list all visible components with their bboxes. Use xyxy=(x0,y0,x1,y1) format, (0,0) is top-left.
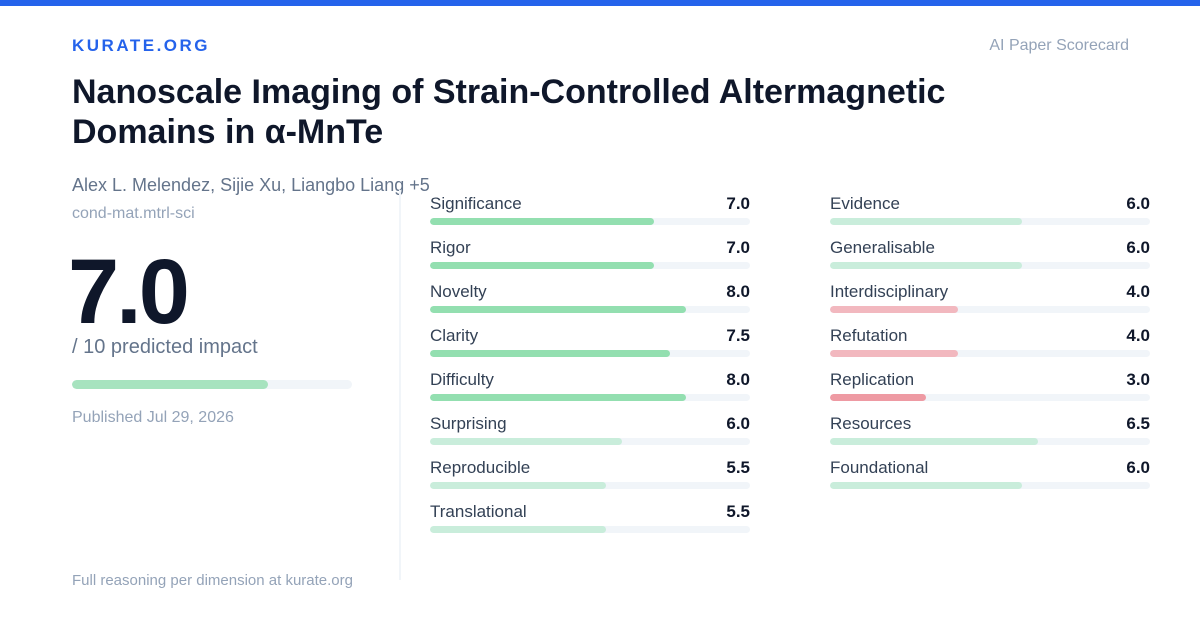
dimension-bar-fill xyxy=(430,526,606,533)
dimension-value: 4.0 xyxy=(1126,282,1150,301)
dimension-bar-fill xyxy=(830,350,958,357)
dimension-bar xyxy=(430,350,750,357)
dimension-bar-fill xyxy=(430,262,654,269)
dimension-bar xyxy=(430,526,750,533)
dimension-row: Generalisable 6.0 xyxy=(830,236,1150,280)
dimension-row: Resources 6.5 xyxy=(830,412,1150,456)
dimension-name: Resources xyxy=(830,414,912,433)
dimension-bar-fill xyxy=(830,438,1038,445)
dimension-value: 4.0 xyxy=(1126,326,1150,345)
dimension-value: 8.0 xyxy=(726,370,750,389)
dimension-bar xyxy=(830,262,1150,269)
dimension-row: Difficulty 8.0 xyxy=(430,368,750,412)
dimension-name: Refutation xyxy=(830,326,908,345)
dimension-bar-fill xyxy=(430,350,670,357)
page-tagline: AI Paper Scorecard xyxy=(989,37,1129,54)
dimension-name: Surprising xyxy=(430,414,507,433)
published-date: Published Jul 29, 2026 xyxy=(72,409,234,426)
dimension-value: 6.0 xyxy=(1126,194,1150,213)
dimension-bar xyxy=(830,438,1150,445)
dimension-value: 5.5 xyxy=(726,458,750,477)
dimension-row: Foundational 6.0 xyxy=(830,456,1150,500)
footer-note: Full reasoning per dimension at kurate.o… xyxy=(72,572,353,589)
dimension-name: Generalisable xyxy=(830,238,935,257)
column-divider xyxy=(399,190,401,580)
dimension-value: 5.5 xyxy=(726,502,750,521)
dimension-name: Replication xyxy=(830,370,915,389)
dimension-value: 6.5 xyxy=(1126,414,1150,433)
dimension-name: Reproducible xyxy=(430,458,531,477)
dimension-list-right: Evidence 6.0 Generalisable 6.0 Interdiscipli… xyxy=(830,192,1150,500)
dimension-bar-fill xyxy=(430,438,622,445)
dimension-bar-fill xyxy=(430,482,606,489)
dimension-value: 7.0 xyxy=(726,238,750,257)
dimension-bar xyxy=(430,438,750,445)
dimension-row: Clarity 7.5 xyxy=(430,324,750,368)
dimension-name: Evidence xyxy=(830,194,900,213)
dimension-value: 6.0 xyxy=(1126,238,1150,257)
overall-score-bar-fill xyxy=(72,380,268,389)
dimension-bar-fill xyxy=(430,218,654,225)
dimension-row: Replication 3.0 xyxy=(830,368,1150,412)
dimension-value: 7.0 xyxy=(726,194,750,213)
dimension-bar-fill xyxy=(430,394,686,401)
dimension-name: Clarity xyxy=(430,326,479,345)
dimension-list-left: Significance 7.0 Rigor 7.0 Novelty 8.0 Clarity… xyxy=(430,192,750,544)
dimension-name: Significance xyxy=(430,194,522,213)
dimension-bar xyxy=(430,306,750,313)
dimension-bar xyxy=(830,350,1150,357)
dimension-value: 6.0 xyxy=(1126,458,1150,477)
dimension-bar-fill xyxy=(830,394,926,401)
overall-score: 7.0 xyxy=(68,241,190,343)
dimension-row: Translational 5.5 xyxy=(430,500,750,544)
paper-authors: Alex L. Melendez, Sijie Xu, Liangbo Lian… xyxy=(72,175,430,195)
dimension-bar xyxy=(430,262,750,269)
paper-category: cond-mat.mtrl-sci xyxy=(72,205,195,222)
dimension-name: Translational xyxy=(430,502,527,521)
brand-logo[interactable]: KURATE.ORG xyxy=(72,36,211,55)
dimension-row: Surprising 6.0 xyxy=(430,412,750,456)
paper-title: Nanoscale Imaging of Strain-Controlled A… xyxy=(72,73,946,151)
dimension-bar xyxy=(830,394,1150,401)
dimension-bar-fill xyxy=(830,262,1022,269)
dimension-bar-fill xyxy=(830,218,1022,225)
dimension-value: 8.0 xyxy=(726,282,750,301)
dimension-value: 7.5 xyxy=(726,326,750,345)
dimension-bar xyxy=(430,394,750,401)
dimension-name: Difficulty xyxy=(430,370,494,389)
dimension-name: Novelty xyxy=(430,282,487,301)
dimension-bar-fill xyxy=(430,306,686,313)
dimension-bar xyxy=(430,218,750,225)
dimension-value: 6.0 xyxy=(726,414,750,433)
dimension-row: Significance 7.0 xyxy=(430,192,750,236)
dimension-value: 3.0 xyxy=(1126,370,1150,389)
dimension-row: Refutation 4.0 xyxy=(830,324,1150,368)
score-label: / 10 predicted impact xyxy=(72,336,258,358)
overall-score-bar xyxy=(72,380,352,389)
dimension-row: Interdisciplinary 4.0 xyxy=(830,280,1150,324)
dimension-bar xyxy=(430,482,750,489)
dimension-bar xyxy=(830,306,1150,313)
dimension-bar xyxy=(830,218,1150,225)
dimension-bar xyxy=(830,482,1150,489)
dimension-name: Rigor xyxy=(430,238,471,257)
dimension-row: Reproducible 5.5 xyxy=(430,456,750,500)
top-accent-bar xyxy=(0,0,1200,6)
dimension-bar-fill xyxy=(830,482,1022,489)
dimension-bar-fill xyxy=(830,306,958,313)
dimension-name: Interdisciplinary xyxy=(830,282,949,301)
dimension-row: Evidence 6.0 xyxy=(830,192,1150,236)
dimension-row: Rigor 7.0 xyxy=(430,236,750,280)
dimension-name: Foundational xyxy=(830,458,929,477)
dimension-row: Novelty 8.0 xyxy=(430,280,750,324)
